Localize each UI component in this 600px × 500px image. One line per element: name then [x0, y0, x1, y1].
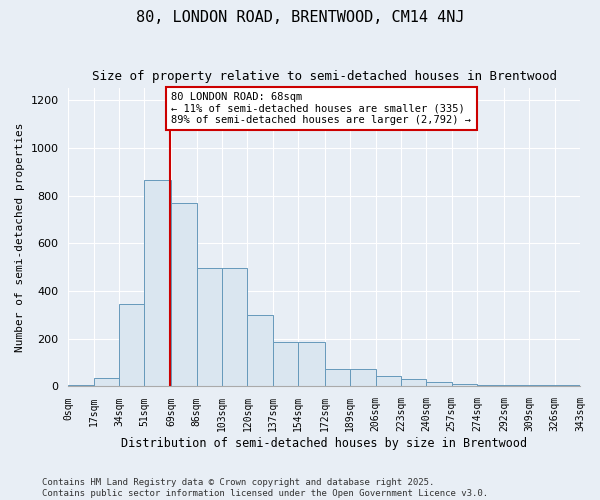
- Bar: [401, 380, 427, 386]
- Bar: [222, 268, 247, 386]
- Bar: [376, 376, 401, 386]
- Bar: [119, 304, 145, 386]
- Bar: [298, 342, 325, 386]
- Bar: [247, 315, 273, 386]
- Bar: [452, 384, 477, 386]
- Bar: [68, 384, 94, 386]
- Bar: [273, 342, 298, 386]
- Title: Size of property relative to semi-detached houses in Brentwood: Size of property relative to semi-detach…: [92, 70, 557, 83]
- Y-axis label: Number of semi-detached properties: Number of semi-detached properties: [15, 122, 25, 352]
- Bar: [427, 382, 452, 386]
- Text: Contains HM Land Registry data © Crown copyright and database right 2025.
Contai: Contains HM Land Registry data © Crown c…: [42, 478, 488, 498]
- Text: 80, LONDON ROAD, BRENTWOOD, CM14 4NJ: 80, LONDON ROAD, BRENTWOOD, CM14 4NJ: [136, 10, 464, 25]
- Bar: [172, 203, 197, 386]
- X-axis label: Distribution of semi-detached houses by size in Brentwood: Distribution of semi-detached houses by …: [121, 437, 527, 450]
- Bar: [94, 378, 119, 386]
- Bar: [325, 368, 350, 386]
- Bar: [350, 368, 376, 386]
- Bar: [145, 180, 172, 386]
- Bar: [197, 268, 222, 386]
- Text: 80 LONDON ROAD: 68sqm
← 11% of semi-detached houses are smaller (335)
89% of sem: 80 LONDON ROAD: 68sqm ← 11% of semi-deta…: [172, 92, 472, 125]
